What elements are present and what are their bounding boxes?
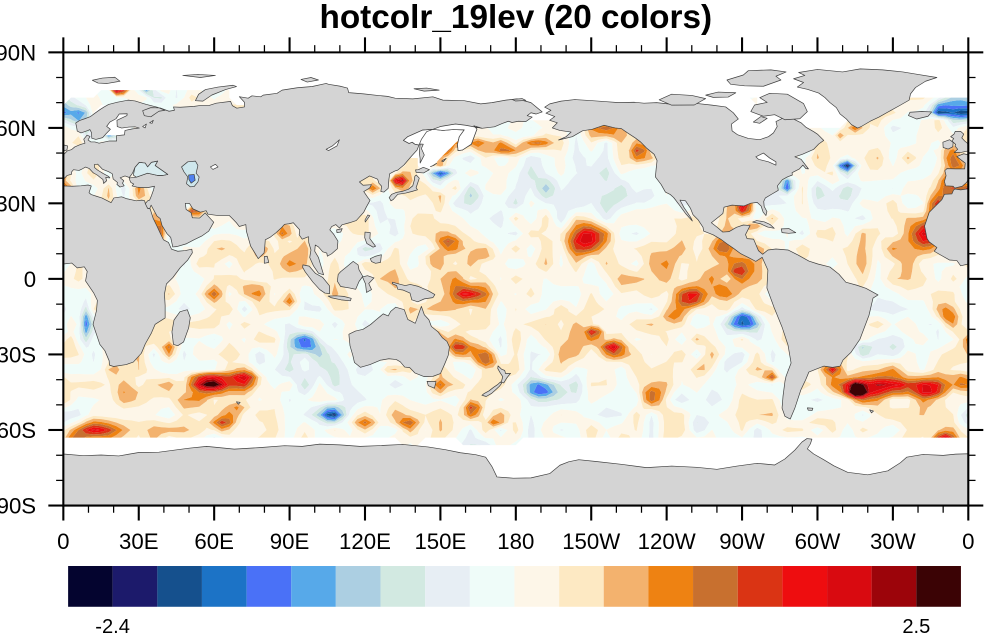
svg-text:120E: 120E: [339, 529, 391, 554]
svg-text:30S: 30S: [0, 342, 36, 367]
svg-text:0: 0: [24, 267, 36, 292]
svg-text:90S: 90S: [0, 494, 36, 519]
svg-text:30E: 30E: [119, 529, 159, 554]
svg-text:30W: 30W: [870, 529, 916, 554]
svg-text:-2.4: -2.4: [95, 616, 130, 634]
svg-text:90E: 90E: [270, 529, 310, 554]
svg-text:hotcolr_19lev (20 colors): hotcolr_19lev (20 colors): [319, 0, 712, 36]
svg-text:180: 180: [497, 529, 534, 554]
svg-text:60S: 60S: [0, 418, 36, 443]
svg-text:90W: 90W: [719, 529, 765, 554]
svg-text:0: 0: [57, 529, 69, 554]
svg-text:60N: 60N: [0, 116, 36, 141]
svg-text:2.5: 2.5: [902, 616, 930, 634]
svg-text:0: 0: [962, 529, 974, 554]
svg-text:60W: 60W: [795, 529, 841, 554]
svg-text:120W: 120W: [638, 529, 696, 554]
svg-text:60E: 60E: [194, 529, 234, 554]
svg-text:150E: 150E: [414, 529, 466, 554]
svg-text:30N: 30N: [0, 191, 36, 216]
svg-text:150W: 150W: [562, 529, 620, 554]
svg-text:90N: 90N: [0, 40, 36, 65]
